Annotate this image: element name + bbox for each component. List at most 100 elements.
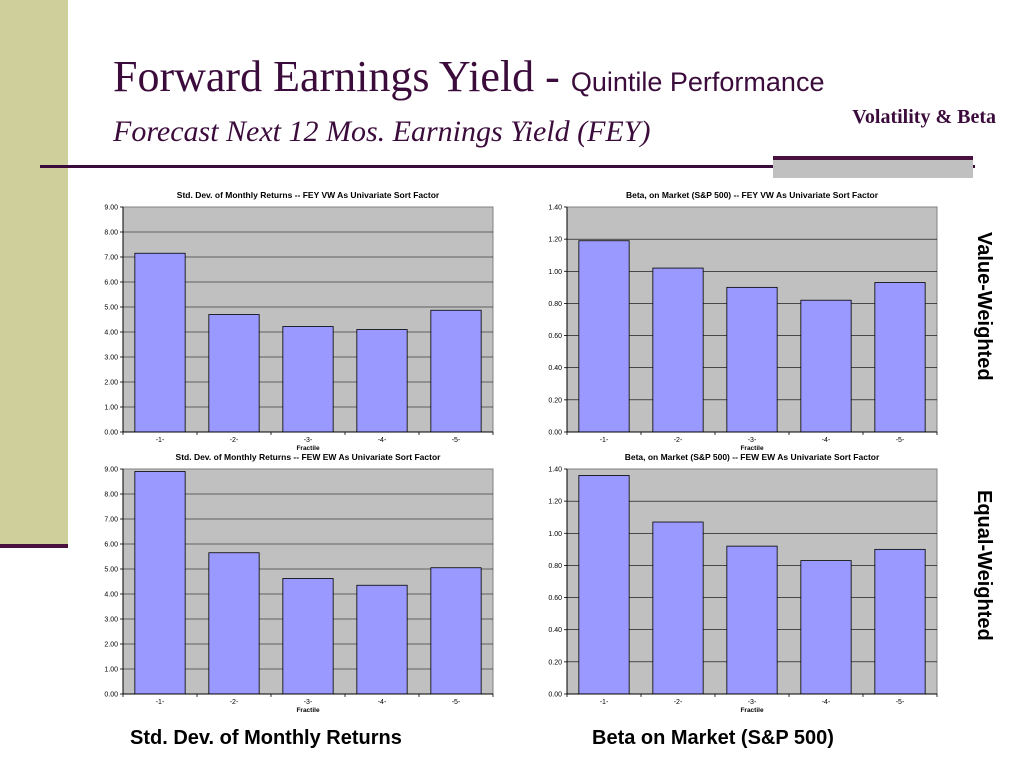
slide-title: Forward Earnings Yield -	[113, 52, 571, 101]
x-tick-label: -5-	[896, 437, 905, 444]
x-tick-label: -4-	[378, 699, 387, 706]
x-tick-label: -1-	[156, 437, 165, 444]
bar	[800, 299, 852, 433]
bar	[134, 471, 186, 695]
bar	[800, 560, 852, 695]
y-tick-label: 0.80	[548, 301, 562, 308]
y-tick-label: 9.00	[104, 467, 118, 474]
y-tick-label: 6.00	[104, 542, 118, 549]
chart-title: Std. Dev. of Monthly Returns -- FEW EW A…	[176, 452, 442, 462]
y-tick-label: 0.80	[548, 563, 562, 570]
y-tick-label: 5.00	[104, 305, 118, 312]
x-axis-label: Fractile	[740, 445, 764, 452]
y-tick-label: 4.00	[104, 330, 118, 337]
bar	[874, 548, 926, 695]
chart-std-dev-ew: 0.00 1.00 2.00 3.00 4.00 5.00 6.00 7.00 8.00 9.00…	[83, 447, 503, 722]
y-tick-label: 2.00	[104, 642, 118, 649]
y-tick-label: 0.40	[548, 365, 562, 372]
y-tick-label: 0.00	[104, 692, 118, 699]
bar	[652, 267, 704, 433]
y-tick-label: 2.00	[104, 380, 118, 387]
y-tick-label: 0.00	[548, 692, 562, 699]
x-axis-label: Fractile	[296, 707, 320, 714]
y-tick-label: 1.00	[548, 531, 562, 538]
y-tick-label: 7.00	[104, 517, 118, 524]
accent-rule	[0, 544, 68, 548]
y-tick-label: 1.20	[548, 499, 562, 506]
x-tick-label: -3-	[304, 699, 313, 706]
accent-strip	[0, 0, 68, 548]
chart-beta-ew: 0.00 0.20 0.40 0.60 0.80 1.00 1.20 1.40 -1- -2- -3…	[527, 447, 947, 722]
x-tick-label: -2-	[674, 699, 683, 706]
x-tick-label: -5-	[452, 437, 461, 444]
slide-subtitle: Forecast Next 12 Mos. Earnings Yield (FE…	[113, 115, 651, 148]
x-axis-label: Fractile	[740, 707, 764, 714]
x-tick-label: -2-	[230, 699, 239, 706]
x-tick-label: -1-	[600, 699, 609, 706]
x-tick-label: -2-	[230, 437, 239, 444]
chart-beta-vw-svg: 0.00 0.20 0.40 0.60 0.80 1.00 1.20 1.40 -1- -2- -3…	[548, 190, 938, 452]
y-tick-label: 7.00	[104, 255, 118, 262]
bar	[282, 326, 334, 433]
column-label-std-dev: Std. Dev. of Monthly Returns	[130, 727, 402, 749]
bar	[726, 286, 778, 433]
x-tick-label: -4-	[822, 699, 831, 706]
x-tick-label: -1-	[156, 699, 165, 706]
x-tick-label: -1-	[600, 437, 609, 444]
y-tick-label: 0.00	[548, 430, 562, 437]
bar	[578, 475, 630, 695]
bar	[134, 252, 186, 433]
x-tick-label: -3-	[748, 437, 757, 444]
y-tick-label: 4.00	[104, 592, 118, 599]
chart-title: Std. Dev. of Monthly Returns -- FEY VW A…	[177, 190, 440, 200]
y-tick-label: 0.40	[548, 627, 562, 634]
x-tick-label: -3-	[304, 437, 313, 444]
row-label-value-weighted: Value-Weighted	[973, 232, 995, 381]
y-tick-label: 1.00	[104, 405, 118, 412]
bar	[208, 314, 260, 433]
y-tick-label: 3.00	[104, 617, 118, 624]
bar	[356, 584, 408, 695]
bar	[430, 309, 482, 433]
bar	[208, 552, 260, 695]
bar	[578, 240, 630, 433]
y-tick-label: 1.40	[548, 205, 562, 212]
y-tick-label: 8.00	[104, 492, 118, 499]
y-tick-label: 6.00	[104, 280, 118, 287]
corner-label: Volatility & Beta	[852, 106, 996, 128]
y-tick-label: 0.00	[104, 430, 118, 437]
y-tick-label: 5.00	[104, 567, 118, 574]
x-tick-label: -3-	[748, 699, 757, 706]
row-label-equal-weighted: Equal-Weighted	[973, 490, 995, 641]
x-tick-label: -5-	[896, 699, 905, 706]
y-tick-label: 1.40	[548, 467, 562, 474]
column-label-beta: Beta on Market (S&P 500)	[592, 727, 834, 749]
y-tick-label: 1.20	[548, 237, 562, 244]
slide-title-sub: Quintile Performance	[570, 67, 825, 97]
y-tick-label: 0.20	[548, 397, 562, 404]
title-block: Forward Earnings Yield - Quintile Perfor…	[113, 50, 824, 150]
y-tick-label: 0.20	[548, 659, 562, 666]
chart-beta-vw: 0.00 0.20 0.40 0.60 0.80 1.00 1.20 1.40 -1- -2- -3…	[527, 185, 947, 460]
x-axis-label: Fractile	[296, 445, 320, 452]
y-tick-label: 0.60	[548, 595, 562, 602]
y-tick-label: 0.60	[548, 333, 562, 340]
x-tick-label: -5-	[452, 699, 461, 706]
header-rule	[40, 165, 975, 168]
chart-title: Beta, on Market (S&P 500) -- FEW EW As U…	[625, 452, 880, 462]
x-tick-label: -4-	[822, 437, 831, 444]
bar	[282, 578, 334, 695]
chart-std-dev-vw: 0.00 1.00 2.00 3.00 4.00 5.00 6.00 7.00 8.00 9.00…	[83, 185, 503, 460]
bar	[652, 521, 704, 695]
title-line: Forward Earnings Yield - Quintile Perfor…	[113, 50, 824, 114]
bar	[356, 329, 408, 433]
chart-std-dev-ew-svg: 0.00 1.00 2.00 3.00 4.00 5.00 6.00 7.00 8.00 9.00…	[104, 452, 494, 714]
chart-std-dev-vw-svg: 0.00 1.00 2.00 3.00 4.00 5.00 6.00 7.00 8.00 9.00…	[104, 190, 494, 452]
bar	[874, 282, 926, 433]
y-tick-label: 3.00	[104, 355, 118, 362]
x-tick-label: -4-	[378, 437, 387, 444]
header-bar	[773, 156, 973, 178]
bar	[430, 567, 482, 695]
y-tick-label: 9.00	[104, 205, 118, 212]
x-tick-label: -2-	[674, 437, 683, 444]
